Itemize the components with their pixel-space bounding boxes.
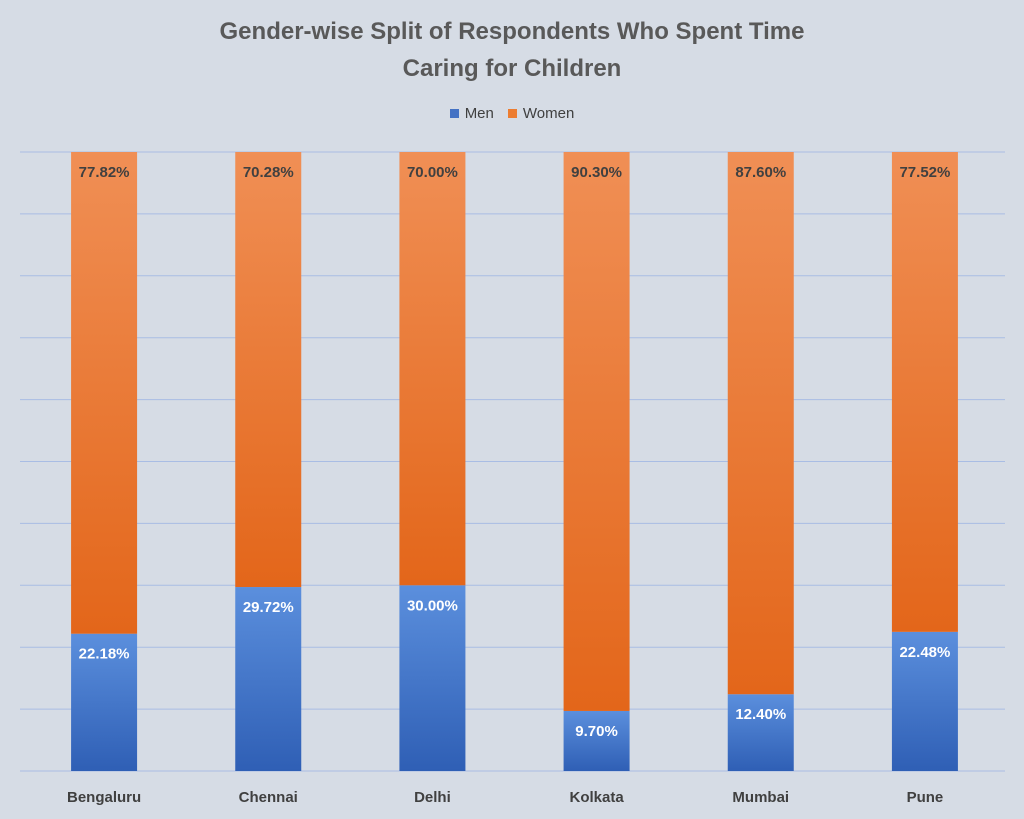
bar-women-delhi [399,152,466,586]
bar-women-kolkata [563,152,630,711]
bar-women-pune [891,152,958,632]
bar-men-kolkata [563,710,630,771]
data-label-women-chennai: 70.28% [243,164,294,181]
data-label-women-kolkata: 90.30% [571,164,622,181]
category-label-mumbai: Mumbai [732,789,789,806]
data-label-men-pune: 22.48% [899,644,950,661]
bar-women-mumbai [727,152,794,695]
bar-men-bengaluru [71,633,138,771]
bar-women-bengaluru [71,152,138,634]
legend-label-men: Men [464,105,494,122]
data-label-men-kolkata: 9.70% [575,723,618,740]
category-label-kolkata: Kolkata [569,789,624,806]
data-label-women-delhi: 70.00% [407,164,458,181]
chart-legend: Men Women [0,105,1024,122]
legend-label-women: Women [522,105,575,122]
bar-men-delhi [399,585,466,771]
bar-men-pune [891,631,958,771]
chart-title-line-2: Caring for Children [402,55,622,82]
category-label-delhi: Delhi [414,789,451,806]
category-label-pune: Pune [907,789,944,806]
data-label-men-delhi: 30.00% [407,597,458,614]
legend-item-women: Women [507,105,575,122]
category-label-bengaluru: Bengaluru [67,789,141,806]
legend-swatch-women [507,109,517,118]
bar-women-chennai [235,152,302,588]
data-label-men-chennai: 29.72% [243,599,294,616]
category-label-chennai: Chennai [239,789,298,806]
legend-item-men: Men [449,105,494,122]
data-label-men-mumbai: 12.40% [735,706,786,723]
bar-men-chennai [235,587,302,771]
bar-men-mumbai [727,694,794,771]
data-label-men-bengaluru: 22.18% [79,646,130,663]
chart-title-line-1: Gender-wise Split of Respondents Who Spe… [219,18,805,45]
data-label-women-bengaluru: 77.82% [79,164,130,181]
data-label-women-mumbai: 87.60% [735,164,786,181]
data-label-women-pune: 77.52% [899,164,950,181]
legend-swatch-men [449,109,459,118]
